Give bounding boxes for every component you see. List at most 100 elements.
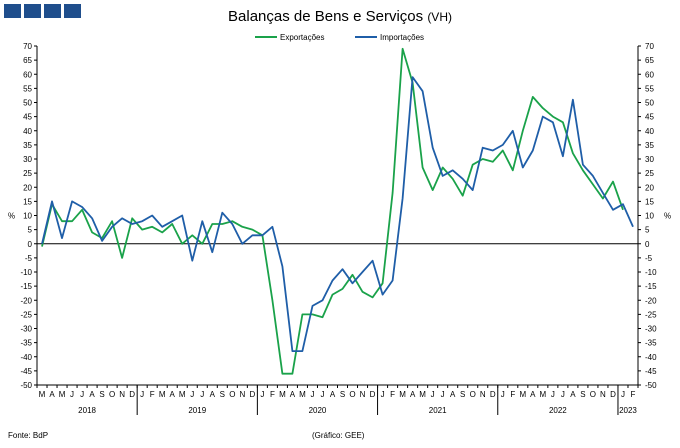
logo-block (44, 4, 61, 18)
y-axis-label-left: % (8, 212, 15, 221)
x-month-label: O (590, 390, 596, 399)
chart-credit: (Gráfico: GEE) (312, 431, 365, 440)
x-month-label: J (70, 390, 74, 399)
y-tick-label-right: -5 (645, 254, 653, 263)
x-month-label: A (410, 390, 416, 399)
y-tick-label-left: -20 (20, 296, 32, 305)
x-month-label: A (49, 390, 55, 399)
x-month-label: F (270, 390, 275, 399)
y-tick-label-left: -25 (20, 310, 32, 319)
y-tick-label-right: 40 (645, 127, 654, 136)
y-tick-label-right: 30 (645, 155, 654, 164)
x-month-label: M (59, 390, 66, 399)
y-tick-label-left: -10 (20, 268, 32, 277)
x-month-label: A (89, 390, 95, 399)
x-month-label: M (540, 390, 547, 399)
x-month-label: M (159, 390, 166, 399)
y-axis-label-right: % (664, 212, 671, 221)
x-month-label: O (229, 390, 235, 399)
y-tick-label-right: -35 (645, 339, 657, 348)
y-tick-label-right: 10 (645, 212, 654, 221)
x-month-label: J (561, 390, 565, 399)
x-year-label: 2020 (309, 406, 327, 415)
x-year-label: 2021 (429, 406, 447, 415)
x-month-label: F (390, 390, 395, 399)
y-tick-label-right: 55 (645, 84, 654, 93)
y-tick-label-right: -30 (645, 325, 657, 334)
y-tick-label-right: -40 (645, 353, 657, 362)
x-month-label: D (610, 390, 616, 399)
y-tick-label-right: -45 (645, 367, 657, 376)
logo-block (24, 4, 41, 18)
y-tick-label-left: 50 (23, 99, 32, 108)
x-month-label: N (239, 390, 245, 399)
y-tick-label-right: 45 (645, 113, 654, 122)
y-tick-label-left: 15 (23, 197, 32, 206)
x-month-label: M (299, 390, 306, 399)
x-month-label: J (320, 390, 324, 399)
y-tick-label-left: 55 (23, 84, 32, 93)
x-month-label: J (200, 390, 204, 399)
y-tick-label-right: -50 (645, 381, 657, 390)
y-tick-label-right: 65 (645, 56, 654, 65)
x-month-label: J (431, 390, 435, 399)
y-tick-label-right: -25 (645, 310, 657, 319)
y-tick-label-right: 60 (645, 70, 654, 79)
y-tick-label-left: -35 (20, 339, 32, 348)
x-year-label: 2018 (78, 406, 96, 415)
y-tick-label-left: 70 (23, 42, 32, 51)
y-tick-label-left: -15 (20, 282, 32, 291)
x-month-label: S (220, 390, 225, 399)
y-tick-label-left: 25 (23, 169, 32, 178)
x-month-label: A (170, 390, 176, 399)
gee-logo (4, 4, 81, 18)
x-month-label: S (340, 390, 345, 399)
y-tick-label-right: 70 (645, 42, 654, 51)
logo-block (4, 4, 21, 18)
x-month-label: M (179, 390, 186, 399)
x-month-label: J (80, 390, 84, 399)
x-month-label: F (150, 390, 155, 399)
y-tick-label-right: -20 (645, 296, 657, 305)
x-month-label: N (600, 390, 606, 399)
x-month-label: J (190, 390, 194, 399)
y-tick-label-right: 25 (645, 169, 654, 178)
x-month-label: M (399, 390, 406, 399)
x-month-label: F (510, 390, 515, 399)
x-month-label: O (349, 390, 355, 399)
y-tick-label-left: 65 (23, 56, 32, 65)
x-month-label: N (119, 390, 125, 399)
y-tick-label-left: -50 (20, 381, 32, 390)
x-month-label: J (551, 390, 555, 399)
y-tick-label-right: 20 (645, 183, 654, 192)
x-month-label: M (39, 390, 46, 399)
y-tick-label-left: 10 (23, 212, 32, 221)
y-tick-label-right: -10 (645, 268, 657, 277)
x-month-label: N (360, 390, 366, 399)
y-tick-label-right: 35 (645, 141, 654, 150)
x-year-label: 2019 (188, 406, 206, 415)
x-month-label: D (249, 390, 255, 399)
y-tick-label-left: -5 (25, 254, 33, 263)
x-month-label: N (480, 390, 486, 399)
y-tick-label-right: -15 (645, 282, 657, 291)
x-year-label: 2023 (619, 406, 637, 415)
x-month-label: A (330, 390, 336, 399)
y-tick-label-right: 50 (645, 99, 654, 108)
y-tick-label-right: 5 (645, 226, 650, 235)
y-tick-label-left: 30 (23, 155, 32, 164)
x-month-label: J (140, 390, 144, 399)
y-tick-label-left: 5 (28, 226, 33, 235)
x-month-label: F (631, 390, 636, 399)
x-month-label: J (310, 390, 314, 399)
x-year-label: 2022 (549, 406, 567, 415)
x-month-label: D (490, 390, 496, 399)
x-month-label: J (260, 390, 264, 399)
x-month-label: J (501, 390, 505, 399)
x-month-label: M (419, 390, 426, 399)
x-month-label: O (470, 390, 476, 399)
x-month-label: O (109, 390, 115, 399)
y-tick-label-left: -40 (20, 353, 32, 362)
series-line-exportacoes (41, 47, 624, 375)
